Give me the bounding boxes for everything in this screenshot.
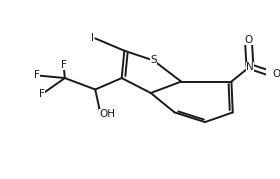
Text: I: I [91,33,94,43]
Text: F: F [60,60,66,70]
Text: S: S [150,55,157,65]
Text: O: O [272,69,280,79]
Text: O: O [244,35,253,45]
Text: F: F [39,89,45,99]
Text: OH: OH [99,109,115,119]
Text: N: N [246,62,254,72]
Text: F: F [34,70,40,80]
